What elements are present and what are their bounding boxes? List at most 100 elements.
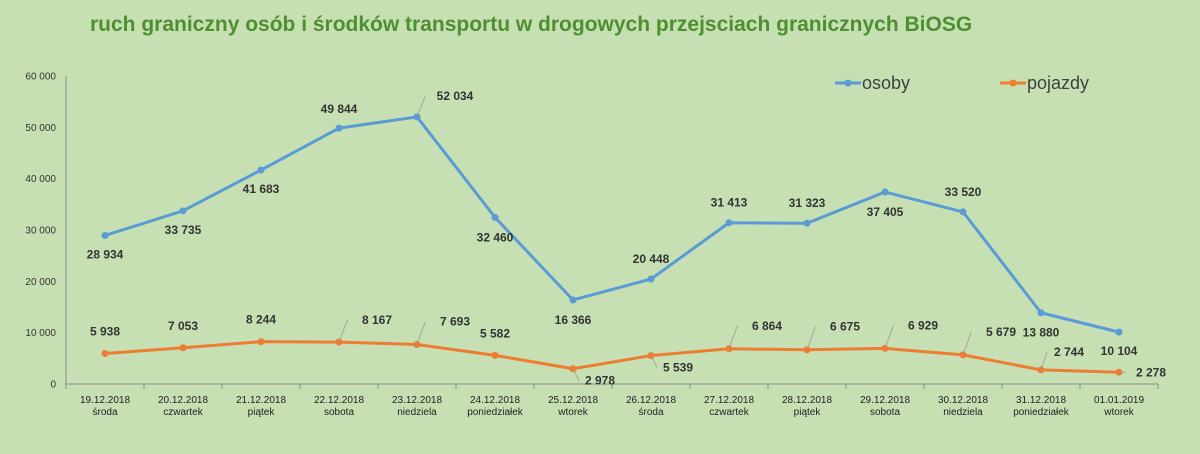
data-label-pojazdy: 5 539 [663,361,693,375]
data-label-pojazdy: 6 929 [908,318,938,332]
x-tick-label-day: piątek [248,407,276,418]
legend: osoby pojazdy [835,73,1089,93]
data-point-pojazdy [101,350,109,358]
data-point-osoby [959,208,967,216]
x-tick-label-date: 30.12.2018 [938,395,988,406]
x-tick-label-date: 21.12.2018 [236,395,286,406]
x-tick-label-day: środa [638,407,663,418]
data-label-leader [416,95,426,118]
chart-title: ruch graniczny osób i środków transportu… [90,13,972,36]
data-point-osoby [101,231,109,239]
data-label-osoby: 28 934 [87,247,124,261]
data-point-pojazdy [491,351,499,359]
data-label-pojazdy: 2 744 [1054,345,1084,359]
x-tick-label-date: 23.12.2018 [392,395,442,406]
data-label-pojazdy: 5 679 [986,325,1016,339]
x-tick-label-day: czwartek [163,407,203,418]
y-tick-label: 50 000 [25,123,56,134]
x-tick-label-day: sobota [324,407,354,418]
data-point-osoby [335,124,343,132]
x-tick-label-date: 20.12.2018 [158,395,208,406]
data-label-osoby: 33 735 [165,223,202,237]
axes: 0 10 000 20 000 30 000 40 000 50 000 60 000 19.… [25,72,1159,418]
data-label-pojazdy: 5 582 [480,326,510,340]
series-line-osoby [104,115,1120,334]
data-point-osoby [725,219,733,227]
y-tick-label: 10 000 [25,328,56,339]
x-tick-label-day: piątek [794,407,822,418]
data-label-osoby: 32 460 [477,230,514,244]
data-label-leader [1040,351,1048,371]
x-tick-label-day: niedziela [943,407,983,418]
data-label-leader [650,355,658,368]
data-label-osoby: 52 034 [437,89,474,103]
y-tick-label: 60 000 [25,72,56,83]
data-label-pojazdy: 2 278 [1136,365,1166,379]
data-label-leader [728,325,738,349]
data-label-osoby: 33 520 [945,185,982,199]
data-label-pojazdy: 5 938 [90,325,120,339]
legend-item-pojazdy: pojazdy [1000,73,1089,93]
y-tick-label: 40 000 [25,174,56,185]
x-tick-label-date: 27.12.2018 [704,395,754,406]
data-label-osoby: 10 104 [1101,344,1138,358]
x-tick-label-date: 01.01.2019 [1094,395,1144,406]
data-point-osoby [257,166,265,174]
data-point-osoby [491,213,499,221]
series-pojazdy: 5 938 7 053 8 244 8 167 7 693 5 582 2 978 5 539… [90,313,1166,388]
data-label-osoby: 31 413 [711,196,748,210]
data-label-pojazdy: 6 864 [752,319,782,333]
x-tick-label-day: poniedziałek [1013,407,1070,418]
data-label-pojazdy: 7 053 [168,319,198,333]
data-label-osoby: 49 844 [321,102,358,116]
series-osoby: 28 934 33 735 41 683 49 844 52 034 32 460 16 3… [87,89,1138,358]
data-label-pojazdy: 8 167 [362,313,392,327]
x-tick-label-date: 19.12.2018 [80,395,130,406]
data-label-pojazdy: 6 675 [830,320,860,334]
data-point-osoby [569,296,577,304]
legend-swatch-marker [1009,79,1017,87]
data-label-leader [416,321,426,345]
x-tick-label-day: sobota [870,407,900,418]
chart-marks: 28 934 33 735 41 683 49 844 52 034 32 460 16 3… [87,89,1167,388]
x-tick-label-date: 29.12.2018 [860,395,910,406]
data-label-leader [572,368,580,381]
x-tick-label-day: niedziela [397,407,437,418]
data-label-pojazdy: 2 978 [585,374,615,388]
data-label-osoby: 37 405 [867,205,904,219]
data-point-osoby [1037,309,1045,317]
data-point-osoby [179,207,187,215]
legend-item-osoby: osoby [835,73,910,93]
data-label-osoby: 31 323 [789,196,826,210]
legend-label: pojazdy [1027,73,1089,93]
data-label-leader [962,331,972,355]
y-tick-label: 30 000 [25,226,56,237]
x-tick-label-date: 28.12.2018 [782,395,832,406]
x-tick-label-date: 26.12.2018 [626,395,676,406]
x-tick-label-date: 31.12.2018 [1016,395,1066,406]
data-label-osoby: 13 880 [1023,326,1060,340]
data-point-pojazdy [179,344,187,352]
data-point-osoby [803,219,811,227]
data-point-pojazdy [257,338,265,346]
x-tick-label-day: czwartek [709,407,749,418]
data-label-osoby: 41 683 [243,182,280,196]
x-tick-label-date: 25.12.2018 [548,395,598,406]
data-point-osoby [647,275,655,283]
data-label-pojazdy: 8 244 [246,313,276,327]
data-label-pojazdy: 7 693 [440,315,470,329]
y-tick-label: 20 000 [25,277,56,288]
series-line-pojazdy [104,340,1120,374]
x-tick-label-date: 24.12.2018 [470,395,520,406]
data-point-osoby [881,188,889,196]
x-tick-label-date: 22.12.2018 [314,395,364,406]
x-tick-label-day: środa [92,407,117,418]
data-label-leader [806,326,816,350]
data-label-osoby: 16 366 [555,313,592,327]
x-tick-label-day: wtorek [1103,407,1134,418]
legend-label: osoby [862,73,910,93]
legend-swatch-marker [844,79,852,87]
data-point-osoby [1115,328,1123,336]
x-tick-label-day: poniedziałek [467,407,524,418]
